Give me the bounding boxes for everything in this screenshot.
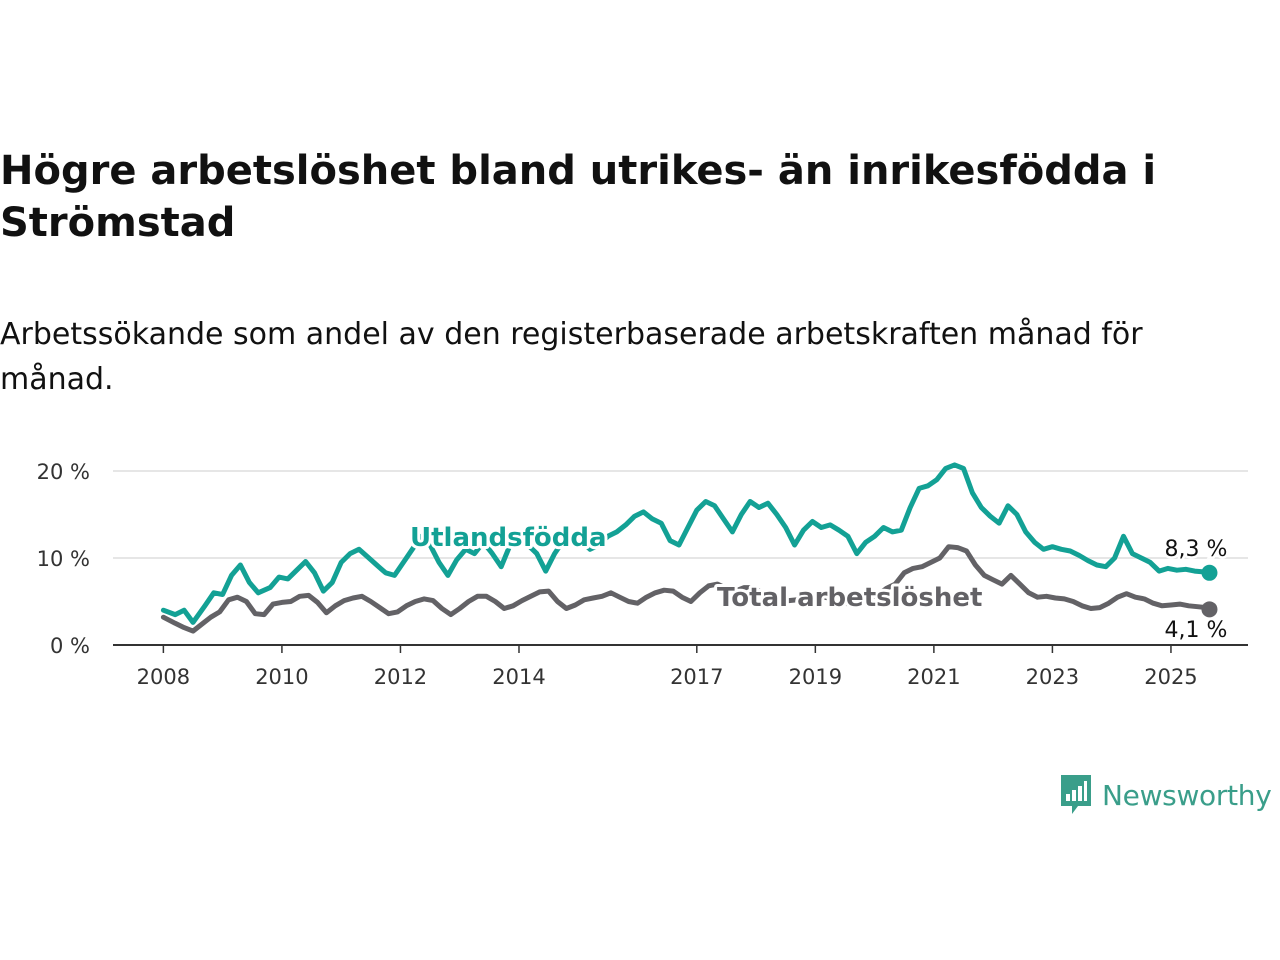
line-chart: 0 % 10 % 20 % 2008 2010 2012 2014 2017 2019 2021 2… bbox=[37, 460, 1248, 689]
series-utlandsfodda-end-dot bbox=[1201, 564, 1218, 581]
axis-layer: 0 % 10 % 20 % 2008 2010 2012 2014 2017 2019 2021 2… bbox=[37, 460, 1248, 689]
x-tick-label: 2025 bbox=[1144, 665, 1197, 689]
label-layer: Utlandsfödda Total arbetslöshet 8,3 % 4,1 % bbox=[407, 520, 1230, 646]
grid-layer bbox=[113, 470, 1248, 559]
series-utlandsfodda-line bbox=[160, 462, 1212, 625]
series-utlandsfodda-label: Utlandsfödda bbox=[410, 523, 607, 553]
chart-title: Högre arbetslöshet bland utrikes- än inr… bbox=[0, 148, 1157, 246]
series-total-label: Total arbetslöshet bbox=[717, 583, 982, 613]
x-tick-label: 2010 bbox=[255, 665, 308, 689]
series-total-end-label: 4,1 % bbox=[1165, 618, 1228, 643]
series-layer bbox=[160, 462, 1218, 634]
x-tick-label: 2017 bbox=[670, 665, 723, 689]
x-tick-label: 2008 bbox=[137, 665, 190, 689]
series-utlandsfodda-end-label: 8,3 % bbox=[1165, 537, 1228, 562]
series-total-end-dot bbox=[1201, 601, 1218, 618]
y-tick-label: 20 % bbox=[37, 460, 90, 484]
series-total-line bbox=[160, 544, 1212, 634]
chart-subtitle: Arbetssökande som andel av den registerb… bbox=[0, 317, 1143, 397]
brand-logo[interactable]: Newsworthy bbox=[1058, 772, 1272, 818]
newsworthy-logo-icon bbox=[1061, 775, 1091, 814]
x-tick-label: 2012 bbox=[374, 665, 427, 689]
x-tick-label: 2023 bbox=[1026, 665, 1079, 689]
x-tick-label: 2021 bbox=[907, 665, 960, 689]
y-tick-label: 10 % bbox=[37, 547, 90, 571]
x-tick-label: 2019 bbox=[789, 665, 842, 689]
brand-name: Newsworthy bbox=[1102, 778, 1272, 812]
y-tick-label: 0 % bbox=[50, 634, 90, 658]
x-tick-label: 2014 bbox=[492, 665, 545, 689]
